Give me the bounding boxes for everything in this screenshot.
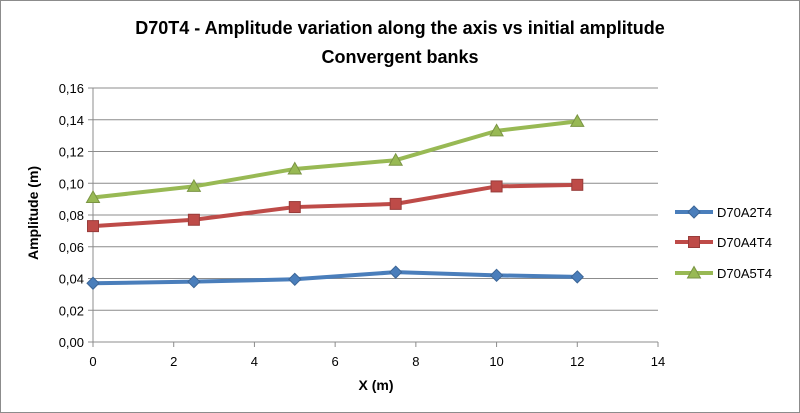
series-D70A5T4 xyxy=(85,113,585,204)
x-tick-label: 14 xyxy=(651,354,665,369)
data-point-marker xyxy=(288,272,302,287)
x-tick-label: 10 xyxy=(489,354,503,369)
legend-item-D70A2T4: D70A2T4 xyxy=(675,205,772,220)
y-tick-label: 0,14 xyxy=(59,113,84,128)
x-tick-label: 12 xyxy=(570,354,584,369)
data-point-marker xyxy=(389,197,402,210)
legend-marker xyxy=(686,265,702,279)
data-point-marker xyxy=(570,270,584,284)
data-point-marker xyxy=(86,276,100,290)
legend-label: D70A4T4 xyxy=(717,235,772,250)
y-axis-title: Amplitude (m) xyxy=(25,166,41,260)
data-point-marker xyxy=(490,180,503,193)
data-point-marker xyxy=(571,178,584,191)
data-point-marker xyxy=(186,178,202,192)
data-point-marker xyxy=(87,220,99,233)
y-tick-label: 0,12 xyxy=(59,145,84,160)
data-point-marker xyxy=(85,190,101,204)
y-axis-tick-labels: 0,00 0,02 0,04 0,06 0,08 0,10 0,12 0,14 0,16 xyxy=(59,81,84,350)
data-point-marker xyxy=(569,113,585,127)
data-point-marker xyxy=(489,123,504,137)
y-tick-label: 0,10 xyxy=(59,176,84,191)
y-tick-label: 0,16 xyxy=(59,81,84,96)
series-line xyxy=(91,182,580,229)
data-point-marker xyxy=(288,201,301,214)
x-tick-label: 0 xyxy=(89,354,96,369)
legend-label: D70A2T4 xyxy=(717,205,772,220)
gridlines xyxy=(93,87,658,311)
legend-item-D70A5T4: D70A5T4 xyxy=(675,265,772,281)
x-axis-tick-labels: 0 2 4 6 8 10 12 14 xyxy=(89,354,665,369)
series-D70A4T4 xyxy=(87,178,584,233)
legend-marker xyxy=(688,236,700,248)
chart-subtitle: Convergent banks xyxy=(321,47,478,67)
x-tick-label: 6 xyxy=(332,354,339,369)
plot-area-series xyxy=(85,113,585,290)
data-point-marker xyxy=(388,152,404,166)
x-tick-label: 8 xyxy=(412,354,419,369)
data-point-marker xyxy=(489,268,504,283)
data-point-marker xyxy=(187,274,201,289)
legend-label: D70A5T4 xyxy=(717,266,772,281)
y-tick-label: 0,06 xyxy=(59,240,84,255)
x-axis-title: X (m) xyxy=(359,377,394,393)
chart-title: D70T4 - Amplitude variation along the ax… xyxy=(135,18,664,38)
x-tick-label: 2 xyxy=(170,354,177,369)
axes xyxy=(88,87,659,347)
y-tick-label: 0,04 xyxy=(59,272,84,287)
legend-item-D70A4T4: D70A4T4 xyxy=(675,235,772,250)
y-tick-label: 0,08 xyxy=(59,208,84,223)
data-point-marker xyxy=(187,213,200,226)
series-line xyxy=(91,119,580,200)
y-tick-label: 0,00 xyxy=(59,335,84,350)
series-D70A2T4 xyxy=(86,265,584,290)
y-tick-label: 0,02 xyxy=(59,303,84,318)
legend: D70A2T4 D70A4T4 D70A5T4 xyxy=(675,205,772,281)
series-line xyxy=(91,270,580,286)
data-point-marker xyxy=(388,265,403,279)
data-point-marker xyxy=(287,161,303,175)
x-tick-label: 4 xyxy=(251,354,258,369)
legend-marker xyxy=(687,205,701,219)
